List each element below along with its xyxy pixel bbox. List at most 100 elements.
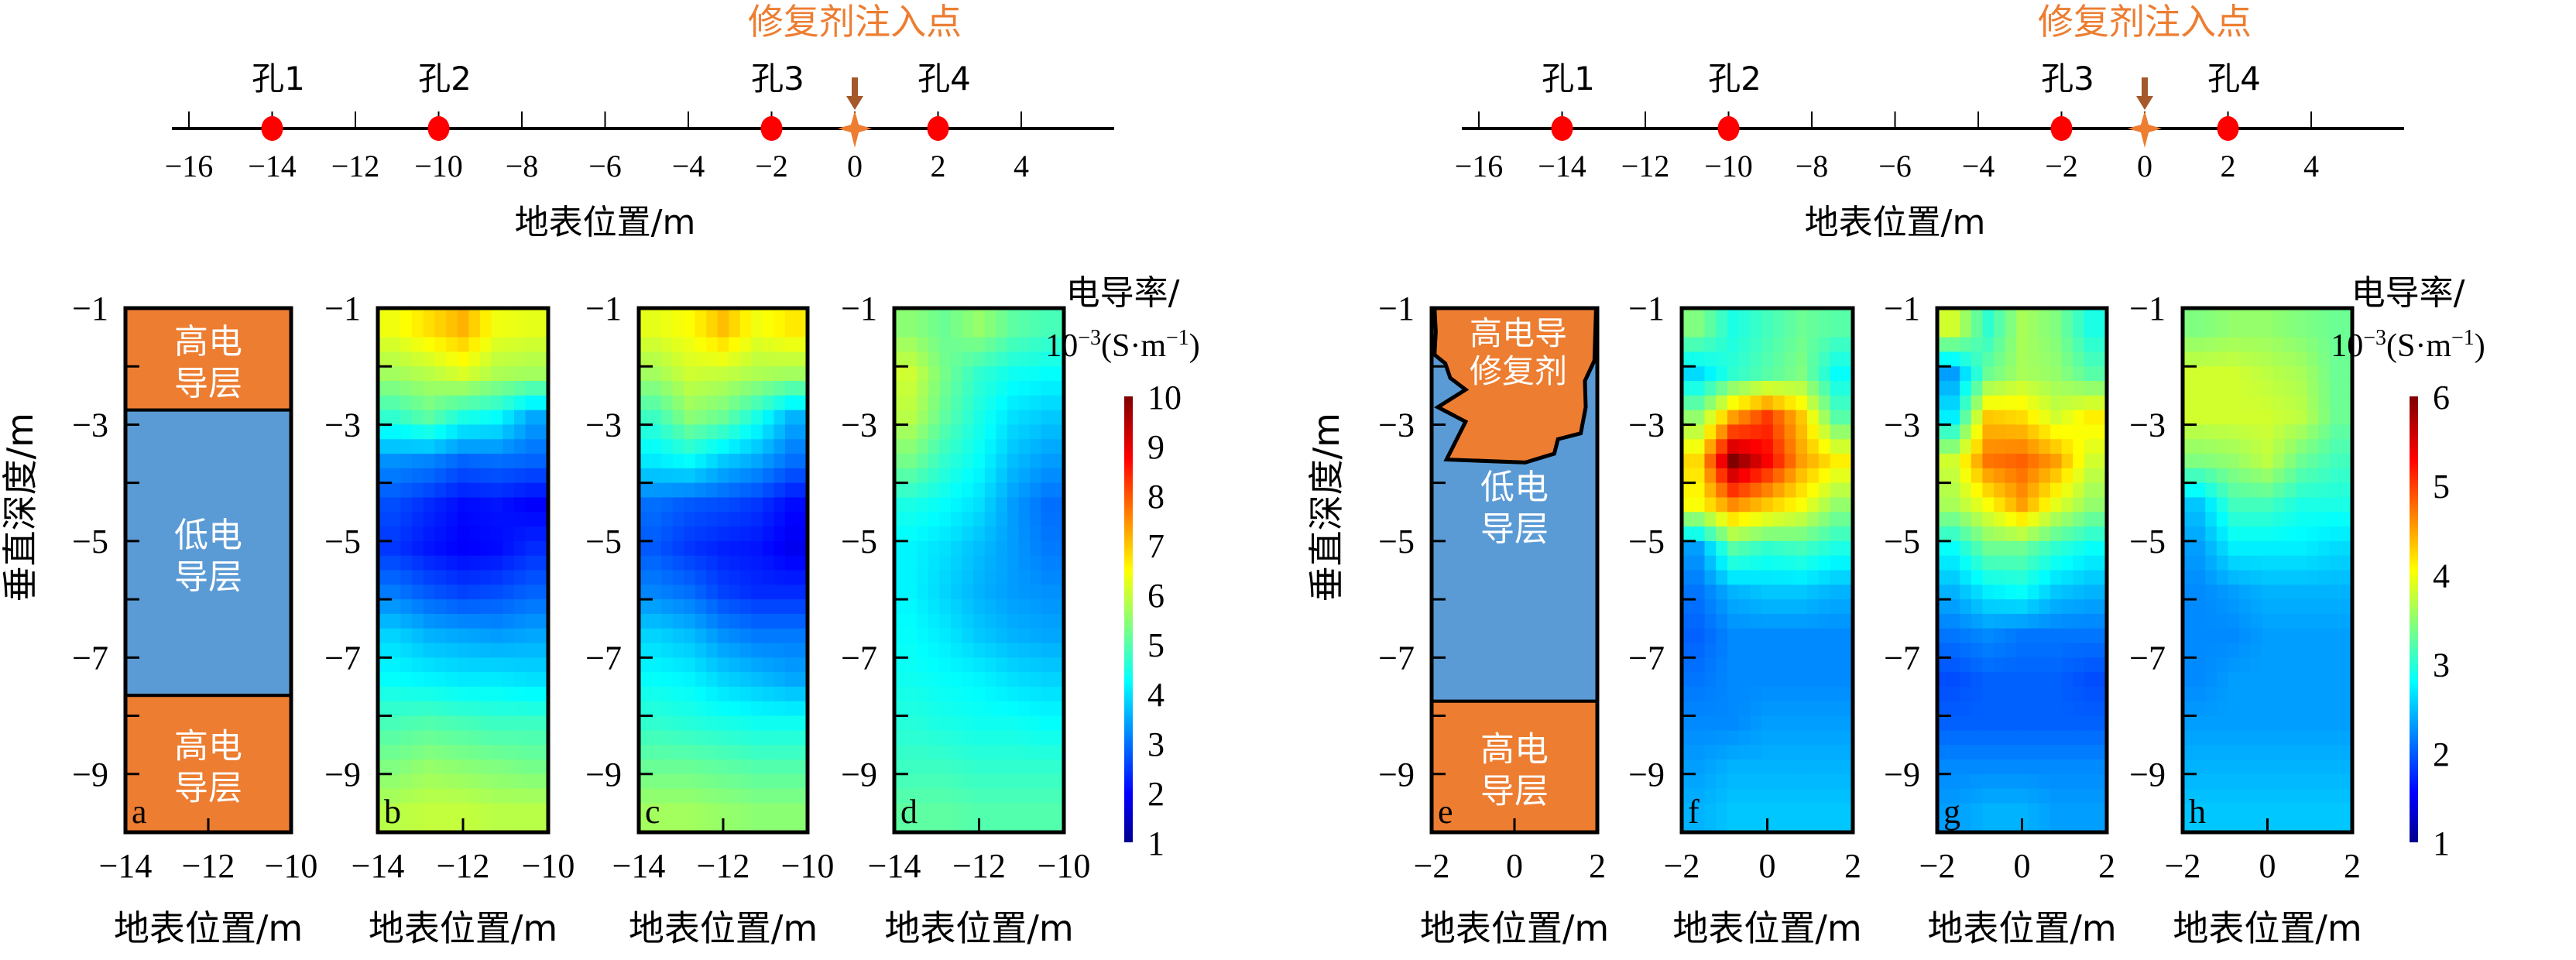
heatmap-cell (1727, 366, 1740, 382)
heatmap-cell (695, 395, 707, 411)
heatmap-cell (1841, 439, 1854, 454)
heatmap-cell (894, 512, 907, 527)
heatmap-cell (973, 686, 986, 702)
heatmap-cell (2194, 701, 2206, 717)
heatmap-cell (762, 773, 774, 790)
heatmap-cell (762, 613, 774, 629)
heatmap-cell (2084, 395, 2096, 411)
heatmap-cell (1750, 395, 1762, 411)
heatmap-cell (729, 497, 741, 513)
heatmap-cell (400, 512, 413, 527)
heatmap-cell (2262, 599, 2274, 615)
heatmap-cell (491, 512, 503, 527)
heatmap-cell (672, 613, 684, 629)
heatmap-cell (684, 439, 696, 454)
heatmap-cell (2250, 759, 2262, 775)
heatmap-cell (1018, 337, 1031, 353)
heatmap-cell (1818, 322, 1831, 338)
heatmap-cell (446, 381, 458, 396)
heatmap-cell (2272, 322, 2285, 338)
heatmap-cell (1841, 351, 1854, 367)
heatmap-cell (751, 803, 763, 818)
heatmap-cell (2318, 468, 2331, 484)
heatmap-cell (525, 395, 537, 411)
heatmap-cell (1007, 540, 1020, 557)
heatmap-cell (2216, 701, 2228, 717)
heatmap-cell (2216, 585, 2228, 600)
heatmap-cell (2216, 308, 2228, 324)
heatmap-cell (1682, 308, 1694, 324)
heatmap-cell (650, 759, 662, 775)
heatmap-cell (706, 701, 719, 717)
heatmap-cell (1937, 526, 1950, 542)
heatmap-cell (2262, 322, 2274, 338)
heatmap-cell (706, 585, 719, 600)
heatmap-cell (2005, 803, 2017, 818)
heatmap-cell (1818, 540, 1831, 557)
heatmap-cell (650, 512, 662, 527)
heatmap-cell (973, 482, 986, 499)
heatmap-cell (1960, 555, 1972, 571)
heatmap-cell (905, 686, 918, 702)
heatmap-cell (717, 454, 729, 469)
heatmap-cell (2073, 745, 2085, 760)
heatmap-cell (1971, 599, 1983, 615)
heatmap-cell (1018, 773, 1031, 790)
y-tick-label: −5 (72, 523, 108, 561)
heatmap-cell (2095, 337, 2108, 353)
heatmap-cell (1750, 468, 1762, 484)
heatmap-cell (537, 613, 549, 629)
heatmap-cell (2039, 613, 2051, 629)
heatmap-cell (1818, 730, 1831, 746)
heatmap-cell (1982, 745, 1995, 760)
heatmap-cell (1682, 613, 1694, 629)
heatmap-cell (2027, 337, 2039, 353)
heatmap-cell (2084, 745, 2096, 760)
heatmap-cell (1018, 454, 1031, 469)
heatmap-cell (1716, 308, 1728, 324)
heatmap-cell (1784, 657, 1796, 673)
heatmap-cell (729, 512, 741, 527)
heatmap-cell (1994, 745, 2006, 760)
heatmap-cell (525, 322, 537, 338)
heatmap-cell (446, 454, 458, 469)
heatmap-cell (1937, 468, 1950, 484)
heatmap-cell (1982, 701, 1995, 717)
heatmap-cell (2239, 395, 2252, 411)
heatmap-cell (2084, 482, 2096, 499)
heatmap-cell (1960, 540, 1972, 557)
heatmap-cell (1041, 555, 1053, 571)
heatmap-cell (894, 439, 907, 454)
colorbar-gradient (2410, 396, 2418, 842)
heatmap-cell (984, 628, 996, 644)
heatmap-cell (2239, 497, 2252, 513)
heatmap-cell (928, 468, 940, 484)
heatmap-cell (2027, 439, 2039, 454)
heatmap-cell (2307, 395, 2319, 411)
heatmap-cell (917, 424, 929, 440)
heatmap-cell (389, 701, 401, 717)
heatmap-cell (650, 482, 662, 499)
heatmap-cell (672, 497, 684, 513)
heatmap-cell (2329, 599, 2341, 615)
heatmap-cell (480, 585, 492, 600)
heatmap-cell (1030, 570, 1042, 585)
heatmap-cell (1994, 526, 2006, 542)
heatmap-cell (2205, 410, 2218, 426)
heatmap-cell (1704, 526, 1717, 542)
heatmap-cell (784, 643, 797, 658)
heatmap-cell (2050, 643, 2063, 658)
heatmap-cell (1937, 410, 1950, 426)
heatmap-cell (2027, 468, 2039, 484)
heatmap-cell (2272, 468, 2285, 484)
heatmap-cell (2205, 468, 2218, 484)
heatmap-cell (2050, 715, 2063, 731)
heatmap-cell (412, 308, 424, 324)
heatmap-cell (457, 482, 469, 499)
heatmap-cell (389, 672, 401, 687)
heatmap-cell (2016, 512, 2029, 527)
heatmap-cell (706, 643, 719, 658)
heatmap-cell (378, 540, 390, 557)
heatmap-cell (2005, 730, 2017, 746)
heatmap-cell (1682, 628, 1694, 644)
